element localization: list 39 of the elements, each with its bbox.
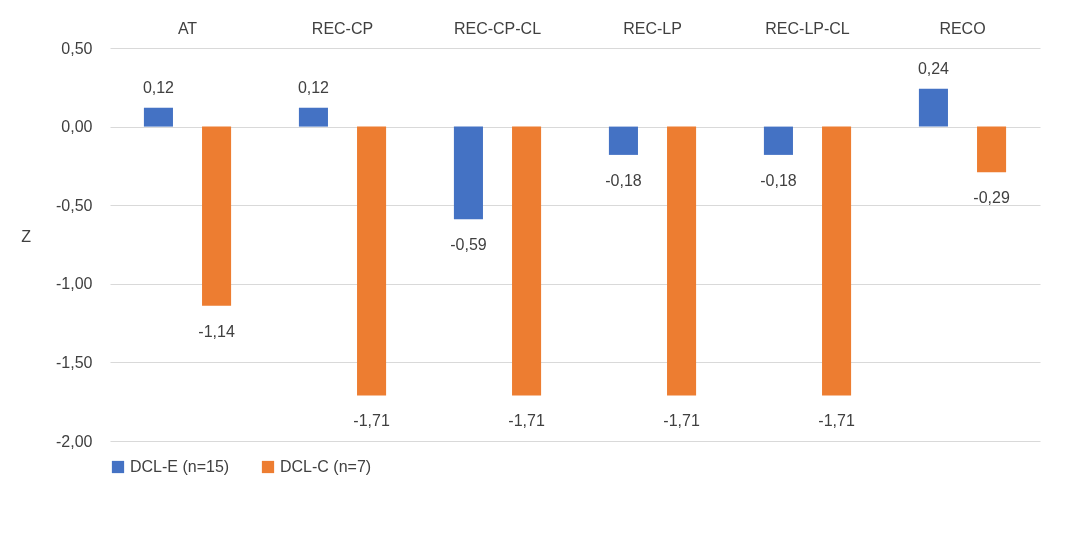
bar (512, 126, 542, 396)
x-tick-label: REC-LP (623, 19, 682, 37)
y-tick-label: 0,00 (61, 118, 93, 136)
data-label: -0,29 (973, 189, 1010, 207)
bar (977, 126, 1007, 173)
bar (453, 126, 483, 220)
data-label: 0,12 (142, 78, 175, 96)
x-tick-label: RECO (939, 19, 986, 37)
y-tick-label: 0,50 (61, 39, 93, 57)
y-tick-label: -1,50 (56, 353, 93, 371)
bar (202, 126, 232, 306)
x-tick-label: REC-CP-CL (453, 19, 542, 37)
x-tick-label: REC-LP-CL (765, 19, 850, 37)
x-tick-label: REC-CP (311, 19, 374, 37)
y-tick-label: -0,50 (56, 196, 93, 214)
data-label: -0,18 (605, 171, 642, 189)
data-label: -1,14 (198, 322, 235, 340)
legend-label: DCL-C (n=7) (280, 458, 372, 475)
bar (608, 126, 638, 155)
bar (298, 107, 328, 127)
bar (667, 126, 697, 396)
y-tick-label: -2,00 (56, 432, 93, 450)
data-label: -1,71 (663, 412, 700, 430)
data-label: 0,12 (297, 78, 330, 96)
legend-label: DCL-E (n=15) (130, 458, 230, 475)
y-tick-label: -1,00 (56, 275, 93, 293)
data-label: -1,71 (508, 412, 545, 430)
bar (918, 88, 948, 127)
data-label: -0,18 (760, 171, 797, 189)
y-axis-title: Z (21, 228, 32, 245)
data-label: -1,71 (353, 412, 390, 430)
bar (763, 126, 793, 155)
data-label: 0,24 (917, 59, 950, 77)
data-label: -1,71 (818, 412, 855, 430)
bar (357, 126, 387, 396)
x-tick-label: AT (177, 19, 198, 37)
bar (822, 126, 852, 396)
bar (143, 107, 173, 127)
data-label: -0,59 (450, 236, 487, 254)
